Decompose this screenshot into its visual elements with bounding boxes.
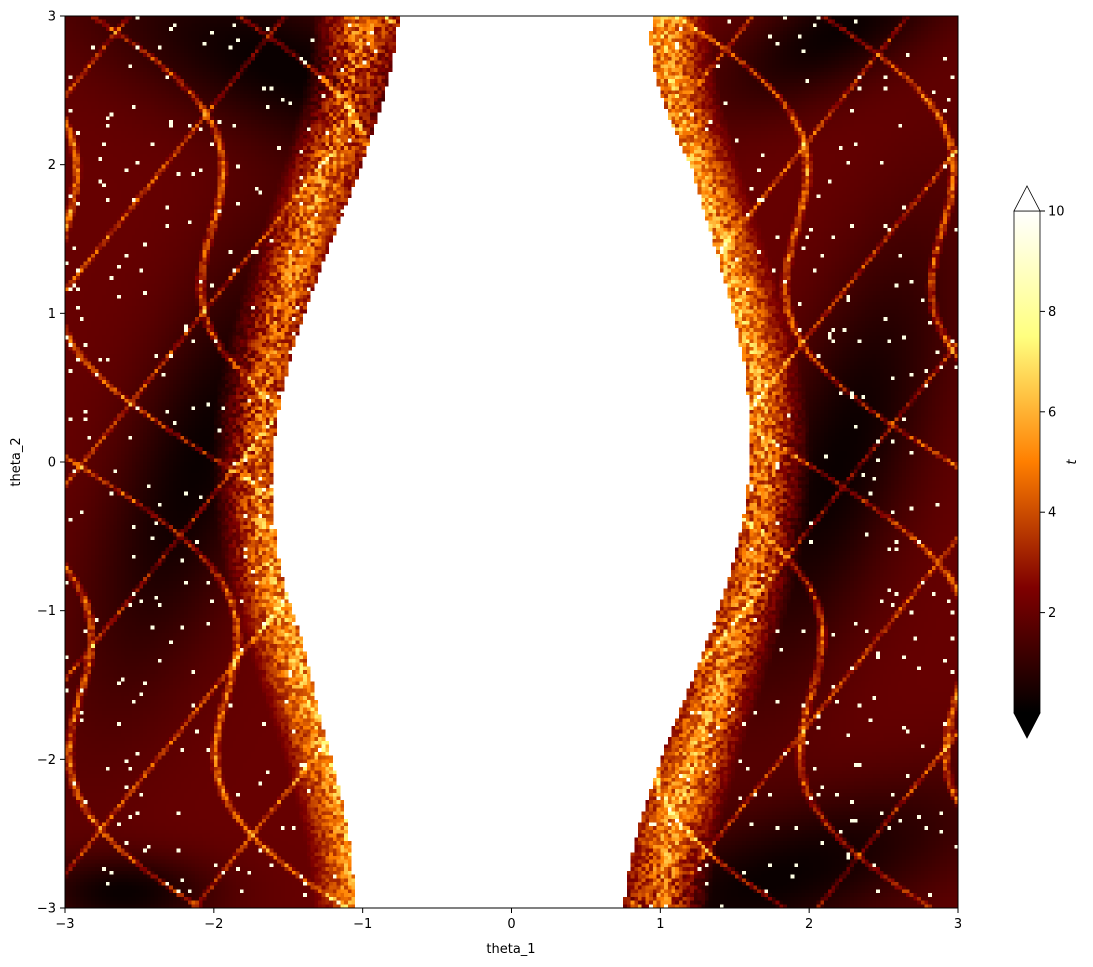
plot-area (64, 15, 959, 909)
y-axis: −3 −2 −1 0 1 2 3 (37, 10, 65, 917)
colorbar-ticks: 2 4 6 8 10 (1040, 205, 1065, 621)
x-tick-label: 2 (805, 917, 813, 932)
colorbar-tick-label: 4 (1048, 506, 1056, 521)
colorbar-body (1013, 210, 1041, 714)
y-tick-label: 0 (48, 456, 56, 471)
y-tick-label: −2 (37, 753, 56, 768)
x-tick-label: −1 (353, 917, 372, 932)
heatmap-image (65, 16, 958, 908)
x-tick-label: −3 (55, 917, 74, 932)
y-tick-label: −1 (37, 604, 56, 619)
colorbar-tick-label: 10 (1048, 205, 1065, 220)
y-tick-label: −3 (37, 902, 56, 917)
x-tick-label: −2 (204, 917, 223, 932)
y-tick-label: 1 (48, 307, 56, 322)
y-axis-label: theta_2 (9, 437, 24, 486)
x-tick-label: 3 (954, 917, 962, 932)
colorbar-extend-min (1013, 712, 1041, 739)
x-axis-label: theta_1 (486, 942, 535, 957)
x-axis: −3 −2 −1 0 1 2 3 (55, 908, 962, 932)
x-tick-label: 1 (656, 917, 664, 932)
colorbar-label: t (1065, 459, 1080, 465)
y-tick-label: 3 (48, 10, 56, 25)
x-tick-label: 0 (507, 917, 515, 932)
y-tick-label: 2 (48, 158, 56, 173)
colorbar-tick-label: 2 (1048, 606, 1056, 621)
colorbar: 2 4 6 8 10 t (1013, 185, 1080, 739)
colorbar-tick-label: 8 (1048, 305, 1056, 320)
colorbar-tick-label: 6 (1048, 405, 1056, 420)
colorbar-extend-max (1013, 185, 1041, 212)
